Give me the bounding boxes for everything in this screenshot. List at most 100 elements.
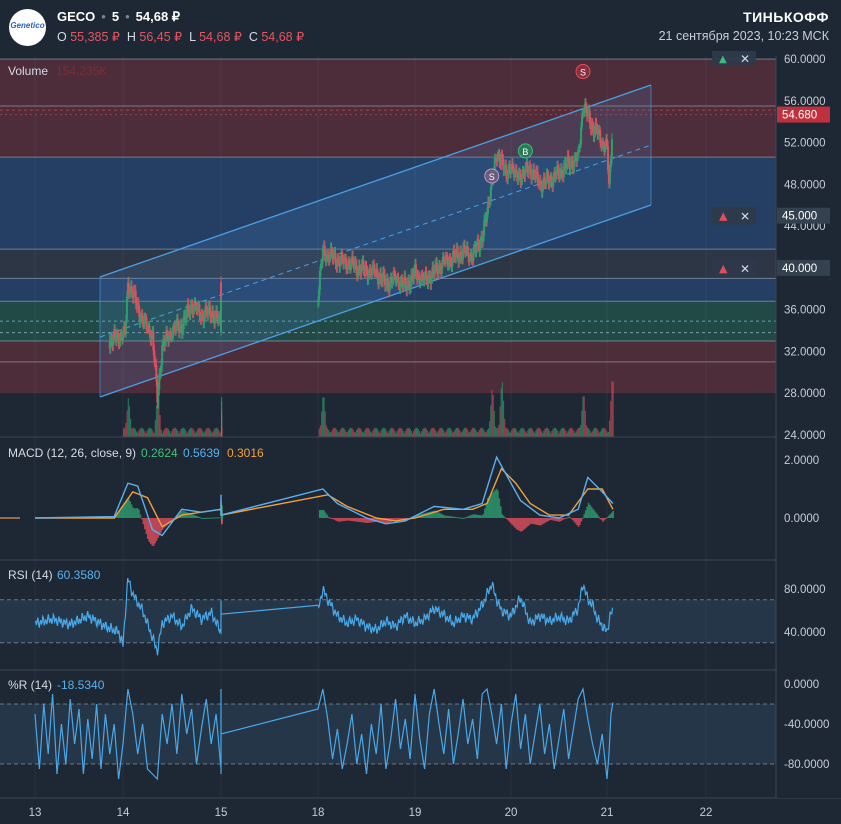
volume-bar bbox=[367, 428, 369, 437]
candle-body bbox=[509, 166, 512, 174]
candle-body bbox=[498, 152, 501, 162]
volume-bar bbox=[154, 419, 156, 437]
volume-bar bbox=[528, 428, 530, 437]
macd-histogram-bar bbox=[479, 515, 482, 518]
volume-bar bbox=[585, 425, 588, 437]
candle-body bbox=[579, 143, 582, 148]
volume-bar bbox=[340, 428, 343, 437]
candle-body bbox=[501, 154, 504, 159]
macd-histogram-bar bbox=[445, 515, 447, 518]
separator-dot: • bbox=[125, 9, 130, 24]
volume-bar bbox=[360, 429, 362, 437]
volume-bar bbox=[487, 428, 490, 437]
rsi-tick: 40.0000 bbox=[784, 627, 826, 639]
volume-bar bbox=[368, 429, 371, 437]
macd-histogram-bar bbox=[318, 510, 321, 518]
macd-histogram-bar bbox=[453, 516, 456, 518]
price-tick: 52.0000 bbox=[784, 138, 826, 150]
candle-body bbox=[118, 341, 121, 344]
volume-bar bbox=[424, 427, 426, 437]
candle-body bbox=[399, 280, 402, 291]
volume-bar bbox=[478, 429, 480, 437]
volume-bar bbox=[459, 430, 461, 437]
volume-bar bbox=[175, 428, 178, 437]
volume-bar bbox=[539, 429, 541, 437]
ticker-info[interactable]: GECO • 5 • 54,68 ₽ bbox=[57, 9, 180, 25]
macd-histogram-bar bbox=[455, 516, 457, 518]
macd-histogram-bar bbox=[221, 516, 223, 518]
volume-bar bbox=[181, 427, 183, 437]
macd-histogram-bar bbox=[384, 518, 387, 524]
candle-body bbox=[176, 318, 179, 327]
volume-bar bbox=[595, 427, 597, 437]
macd-histogram-bar bbox=[116, 512, 119, 518]
candle-body bbox=[209, 306, 212, 318]
candle-body bbox=[109, 338, 112, 349]
candle-body bbox=[593, 131, 596, 136]
candle-body bbox=[552, 176, 555, 187]
volume-bar bbox=[416, 427, 418, 437]
macd-histogram-bar bbox=[535, 518, 538, 525]
macd-histogram-bar bbox=[456, 517, 459, 519]
volume-bar bbox=[508, 431, 510, 437]
macd-histogram-bar bbox=[609, 514, 612, 518]
candle-body bbox=[425, 271, 428, 281]
volume-bar bbox=[359, 428, 361, 437]
volume-bar bbox=[197, 429, 199, 437]
volume-bar bbox=[179, 431, 181, 437]
channel-upper bbox=[99, 84, 652, 278]
volume-bar bbox=[522, 427, 524, 437]
volume-bar bbox=[135, 431, 138, 437]
volume-bar bbox=[604, 428, 606, 437]
macd-histogram-bar bbox=[400, 518, 403, 520]
candle-body bbox=[432, 267, 435, 271]
macd-histogram-bar bbox=[511, 518, 514, 525]
candle-body bbox=[447, 264, 450, 267]
macd-histogram-bar bbox=[342, 518, 344, 522]
candle-body bbox=[479, 241, 482, 251]
candle-body bbox=[207, 306, 210, 315]
volume-bar bbox=[128, 406, 131, 437]
volume-bar bbox=[520, 428, 522, 437]
macd-histogram-bar bbox=[139, 514, 142, 518]
volume-bar bbox=[345, 432, 347, 437]
macd-histogram-bar bbox=[546, 518, 548, 522]
candle-body bbox=[137, 302, 140, 311]
ohlc-key-close: C bbox=[248, 30, 258, 44]
volume-bar bbox=[570, 427, 573, 437]
time-tick: 18 bbox=[312, 807, 325, 819]
macd-histogram-bar bbox=[177, 514, 180, 518]
candle-body bbox=[466, 246, 469, 253]
time-tick: 22 bbox=[700, 807, 713, 819]
candle-body bbox=[567, 155, 570, 162]
macd-histogram-bar bbox=[465, 517, 467, 519]
macd-histogram-bar bbox=[216, 517, 218, 519]
volume-bar bbox=[429, 431, 431, 437]
macd-histogram-bar bbox=[563, 518, 565, 520]
rsi-line bbox=[34, 577, 614, 656]
last-price-value: 54.680 bbox=[782, 110, 817, 122]
marker-label: S bbox=[489, 172, 495, 182]
volume-bar bbox=[319, 425, 322, 437]
volume-bar bbox=[561, 427, 563, 437]
candle-body bbox=[154, 361, 157, 365]
macd-histogram-bar bbox=[416, 515, 419, 518]
wr-value: -18.5340 bbox=[57, 678, 105, 692]
candle-body bbox=[531, 175, 534, 180]
candle-body bbox=[356, 273, 359, 277]
candle-body bbox=[132, 290, 135, 298]
macd-histogram-bar bbox=[530, 518, 532, 524]
volume-bar bbox=[516, 431, 518, 437]
candle-body bbox=[128, 292, 131, 295]
alert-control bbox=[712, 51, 756, 65]
volume-bar bbox=[125, 422, 127, 437]
candle-body bbox=[586, 112, 589, 117]
time-tick: 21 bbox=[601, 807, 614, 819]
macd-histogram-bar bbox=[566, 517, 568, 519]
candle-body bbox=[557, 166, 560, 171]
macd-histogram-bar bbox=[548, 518, 551, 521]
macd-histogram-bar bbox=[499, 506, 502, 518]
time-tick: 19 bbox=[409, 807, 422, 819]
macd-histogram-bar bbox=[533, 518, 535, 525]
